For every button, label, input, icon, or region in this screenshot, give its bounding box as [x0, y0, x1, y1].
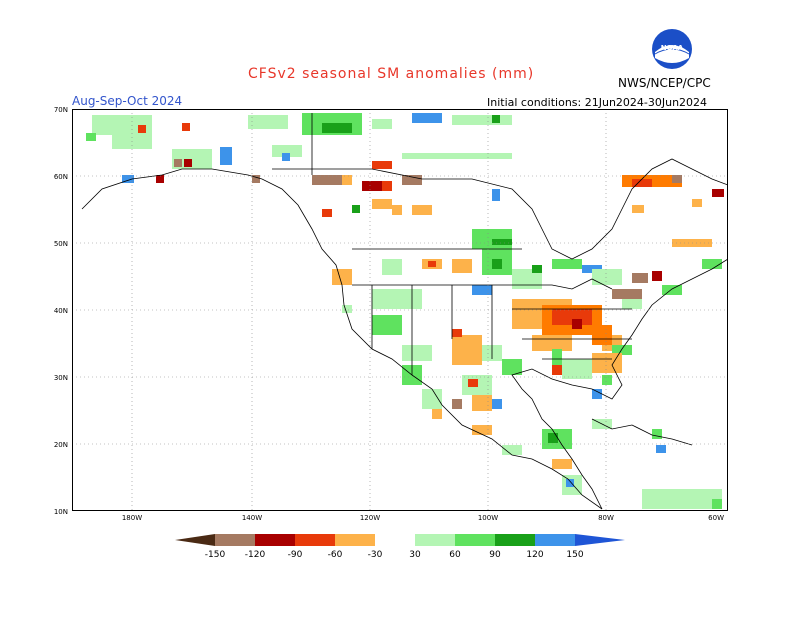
legend-swatch: [295, 534, 335, 546]
logo-text: NOAA: [661, 44, 684, 52]
legend-swatch: [495, 534, 535, 546]
lat-axis: 70N 60N 50N 40N 30N 20N 10N: [54, 106, 68, 516]
noaa-logo: NOAA: [651, 28, 693, 70]
legend-label: -30: [368, 550, 383, 560]
lat-label: 30N: [54, 374, 68, 382]
agency-label: NWS/NCEP/CPC: [618, 76, 711, 90]
legend-label: 60: [449, 550, 461, 560]
lon-label: 140W: [242, 514, 262, 522]
grid-lines: [72, 109, 728, 511]
lon-label: 80W: [598, 514, 614, 522]
legend-swatch: [375, 534, 415, 546]
map-frame: [72, 109, 728, 511]
lon-label: 60W: [708, 514, 724, 522]
legend-swatch: [415, 534, 455, 546]
legend-label: 120: [526, 550, 543, 560]
legend-swatch: [535, 534, 575, 546]
legend-swatch: [455, 534, 495, 546]
legend-swatch: [255, 534, 295, 546]
legend-label: 90: [489, 550, 501, 560]
legend-label: -150: [205, 550, 226, 560]
lat-label: 10N: [54, 508, 68, 516]
legend-swatch: [215, 534, 255, 546]
lon-label: 120W: [360, 514, 380, 522]
forecast-period: Aug-Sep-Oct 2024: [72, 94, 183, 108]
initial-conditions: Initial conditions: 21Jun2024-30Jun2024: [487, 96, 708, 109]
legend-label: -60: [328, 550, 343, 560]
lat-label: 60N: [54, 173, 68, 181]
legend-swatch: [175, 534, 215, 546]
lon-label: 100W: [478, 514, 498, 522]
legend-swatch: [575, 534, 625, 546]
legend-label: 30: [409, 550, 421, 560]
lat-label: 20N: [54, 441, 68, 449]
color-legend: -150 -120 -90 -60 -30 30 60 90 120 150: [175, 534, 625, 560]
coastlines: [81, 113, 728, 510]
lon-axis: 180W 140W 120W 100W 80W 60W: [122, 514, 724, 522]
anomaly-cells: [86, 113, 724, 509]
legend-label: -90: [288, 550, 303, 560]
legend-swatch: [335, 534, 375, 546]
lat-label: 50N: [54, 240, 68, 248]
lat-label: 40N: [54, 307, 68, 315]
map-title: CFSv2 seasonal SM anomalies (mm): [248, 66, 535, 82]
lat-label: 70N: [54, 106, 68, 114]
legend-label: -120: [245, 550, 266, 560]
legend-label: 150: [566, 550, 583, 560]
lon-label: 180W: [122, 514, 142, 522]
anomaly-map: [72, 109, 728, 511]
